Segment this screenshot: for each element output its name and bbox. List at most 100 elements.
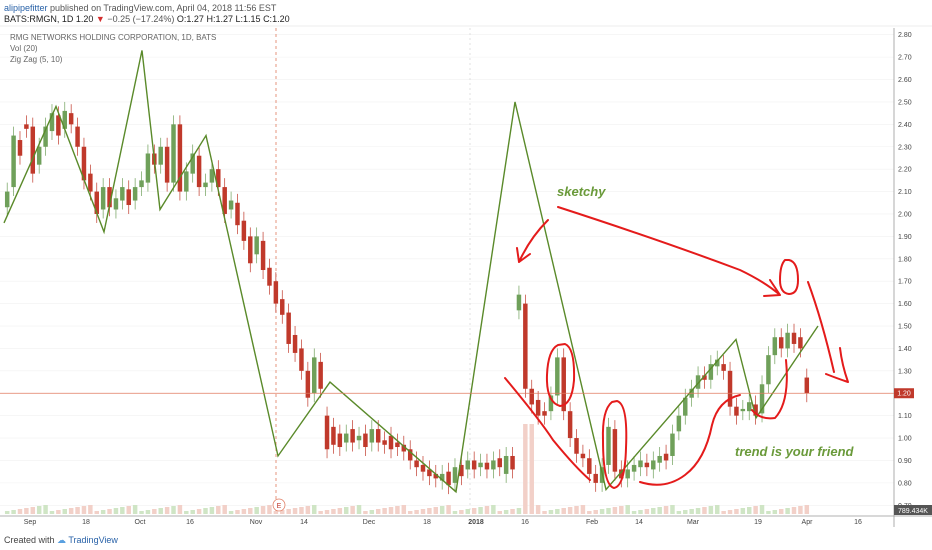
candle-body[interactable]	[798, 337, 803, 349]
candle-body[interactable]	[331, 426, 336, 445]
candle-body[interactable]	[388, 435, 394, 450]
candle-body[interactable]	[382, 440, 387, 445]
candle-body[interactable]	[510, 455, 515, 470]
candle-body[interactable]	[235, 202, 240, 226]
candle-body[interactable]	[734, 406, 739, 416]
candle-body[interactable]	[804, 377, 810, 394]
candle-body[interactable]	[523, 303, 528, 389]
candle-body[interactable]	[638, 460, 643, 468]
candle-body[interactable]	[433, 473, 439, 479]
candle-body[interactable]	[567, 411, 573, 439]
candle-body[interactable]	[446, 471, 451, 486]
candle-body[interactable]	[286, 312, 291, 344]
candle-body[interactable]	[209, 169, 215, 183]
candle-body[interactable]	[676, 415, 682, 432]
candle-body[interactable]	[721, 364, 726, 371]
candle-body[interactable]	[81, 146, 87, 181]
candle-body[interactable]	[94, 191, 99, 214]
candle-body[interactable]	[503, 455, 509, 474]
volume-indicator-label[interactable]: Vol (20)	[10, 44, 38, 53]
candle-body[interactable]	[740, 408, 746, 412]
candle-body[interactable]	[324, 415, 330, 450]
candle-body[interactable]	[184, 171, 189, 192]
candle-body[interactable]	[465, 460, 471, 470]
candle-body[interactable]	[715, 359, 720, 367]
candle-body[interactable]	[612, 429, 618, 472]
candle-body[interactable]	[663, 453, 669, 461]
candle-body[interactable]	[753, 404, 758, 416]
candle-body[interactable]	[772, 337, 778, 356]
candle-body[interactable]	[708, 364, 714, 380]
candle-body[interactable]	[369, 429, 375, 443]
candle-body[interactable]	[535, 399, 541, 416]
candle-body[interactable]	[561, 357, 566, 412]
earnings-marker[interactable]: E	[272, 498, 286, 512]
candle-body[interactable]	[529, 388, 534, 405]
candle-body[interactable]	[606, 426, 611, 465]
candle-body[interactable]	[350, 429, 355, 443]
candle-body[interactable]	[17, 140, 23, 156]
candle-body[interactable]	[196, 155, 202, 188]
candle-body[interactable]	[145, 153, 151, 183]
tradingview-brand-link[interactable]: TradingView	[68, 535, 118, 545]
candle-body[interactable]	[75, 126, 80, 147]
candle-body[interactable]	[395, 442, 400, 448]
candle-body[interactable]	[43, 126, 48, 147]
candle-body[interactable]	[516, 294, 522, 311]
candle-body[interactable]	[62, 110, 68, 129]
candle-body[interactable]	[644, 462, 650, 468]
candle-body[interactable]	[471, 460, 477, 470]
candle-body[interactable]	[625, 469, 630, 479]
candle-body[interactable]	[484, 462, 490, 470]
candle-body[interactable]	[248, 236, 253, 264]
candle-body[interactable]	[555, 357, 560, 396]
candle-body[interactable]	[759, 384, 765, 414]
candle-body[interactable]	[459, 464, 464, 477]
candle-body[interactable]	[260, 240, 266, 270]
candle-body[interactable]	[216, 169, 221, 188]
candle-body[interactable]	[190, 153, 195, 174]
candle-body[interactable]	[587, 458, 592, 474]
candle-body[interactable]	[427, 469, 432, 477]
candle-body[interactable]	[113, 198, 119, 210]
candle-body[interactable]	[491, 460, 496, 470]
candle-body[interactable]	[337, 433, 343, 448]
candle-body[interactable]	[36, 146, 42, 165]
candle-body[interactable]	[407, 449, 413, 461]
candle-body[interactable]	[548, 395, 554, 412]
candle-body[interactable]	[254, 236, 259, 255]
candle-body[interactable]	[88, 173, 93, 192]
candle-body[interactable]	[280, 299, 285, 315]
candle-body[interactable]	[30, 126, 36, 174]
candle-body[interactable]	[11, 135, 16, 188]
zigzag-indicator-label[interactable]: Zig Zag (5, 10)	[10, 55, 63, 64]
candle-body[interactable]	[164, 146, 170, 183]
candle-body[interactable]	[631, 464, 637, 472]
candle-body[interactable]	[126, 189, 131, 206]
candle-body[interactable]	[778, 337, 784, 349]
candle-body[interactable]	[785, 332, 790, 349]
candle-body[interactable]	[292, 334, 298, 353]
candle-body[interactable]	[177, 124, 183, 192]
candle-body[interactable]	[49, 113, 55, 132]
candle-body[interactable]	[670, 433, 675, 456]
candle-body[interactable]	[727, 370, 733, 407]
candle-body[interactable]	[318, 361, 323, 389]
candle-body[interactable]	[158, 146, 163, 165]
candle-body[interactable]	[478, 462, 483, 468]
candle-body[interactable]	[24, 124, 29, 129]
candle-body[interactable]	[414, 460, 419, 468]
candle-body[interactable]	[312, 357, 317, 394]
candle-body[interactable]	[439, 473, 445, 481]
candle-body[interactable]	[100, 187, 106, 210]
candle-body[interactable]	[132, 187, 138, 201]
candle-body[interactable]	[120, 187, 125, 201]
candle-body[interactable]	[593, 473, 598, 483]
candle-body[interactable]	[702, 375, 707, 380]
candle-body[interactable]	[651, 460, 656, 470]
candle-body[interactable]	[267, 267, 272, 286]
candle-body[interactable]	[171, 124, 176, 183]
candle-body[interactable]	[766, 355, 771, 385]
candle-body[interactable]	[580, 453, 586, 459]
